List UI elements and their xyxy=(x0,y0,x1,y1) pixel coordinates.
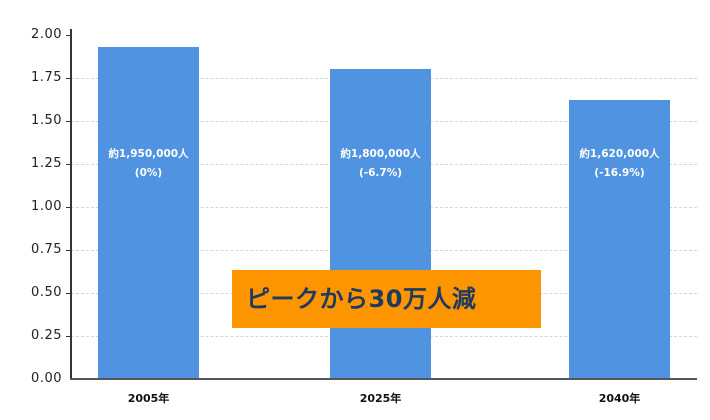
bar-data-label: 約1,800,000人 (-6.7%) xyxy=(330,145,431,183)
y-tick xyxy=(66,250,71,251)
x-axis xyxy=(70,378,697,380)
bar-2040 xyxy=(569,100,670,379)
callout-annotation: ピークから30万人減 xyxy=(232,270,541,328)
y-tick-label: 0.50 xyxy=(31,285,62,300)
bar-data-label: 約1,950,000人 (0%) xyxy=(98,145,199,183)
y-axis xyxy=(70,29,72,380)
y-tick xyxy=(66,121,71,122)
y-tick xyxy=(66,35,71,36)
bar-value-label: 約1,950,000人 xyxy=(108,148,189,160)
y-tick-label: 1.50 xyxy=(31,113,62,128)
bar-2025 xyxy=(330,69,431,379)
bar-2005 xyxy=(98,47,199,379)
bar-data-label: 約1,620,000人 (-16.9%) xyxy=(569,145,670,183)
y-tick-label: 0.00 xyxy=(31,371,62,386)
x-tick-label: 2025年 xyxy=(359,392,402,405)
bar-change-label: (-16.9%) xyxy=(594,167,645,179)
y-tick xyxy=(66,164,71,165)
y-tick xyxy=(66,207,71,208)
bar-value-label: 約1,620,000人 xyxy=(579,148,660,160)
y-tick xyxy=(66,293,71,294)
y-tick xyxy=(66,336,71,337)
x-tick-label: 2005年 xyxy=(127,392,170,405)
y-tick-label: 1.25 xyxy=(31,156,62,171)
bar-change-label: (0%) xyxy=(134,167,163,179)
callout-text: ピークから30万人減 xyxy=(246,285,477,313)
y-tick-label: 0.75 xyxy=(31,242,62,257)
x-tick-label: 2040年 xyxy=(598,392,641,405)
y-tick-label: 2.00 xyxy=(31,27,62,42)
y-tick-label: 1.75 xyxy=(31,70,62,85)
y-tick-label: 0.25 xyxy=(31,328,62,343)
y-tick xyxy=(66,78,71,79)
y-tick-label: 1.00 xyxy=(31,199,62,214)
bar-value-label: 約1,800,000人 xyxy=(340,148,421,160)
bar-change-label: (-6.7%) xyxy=(358,167,403,179)
